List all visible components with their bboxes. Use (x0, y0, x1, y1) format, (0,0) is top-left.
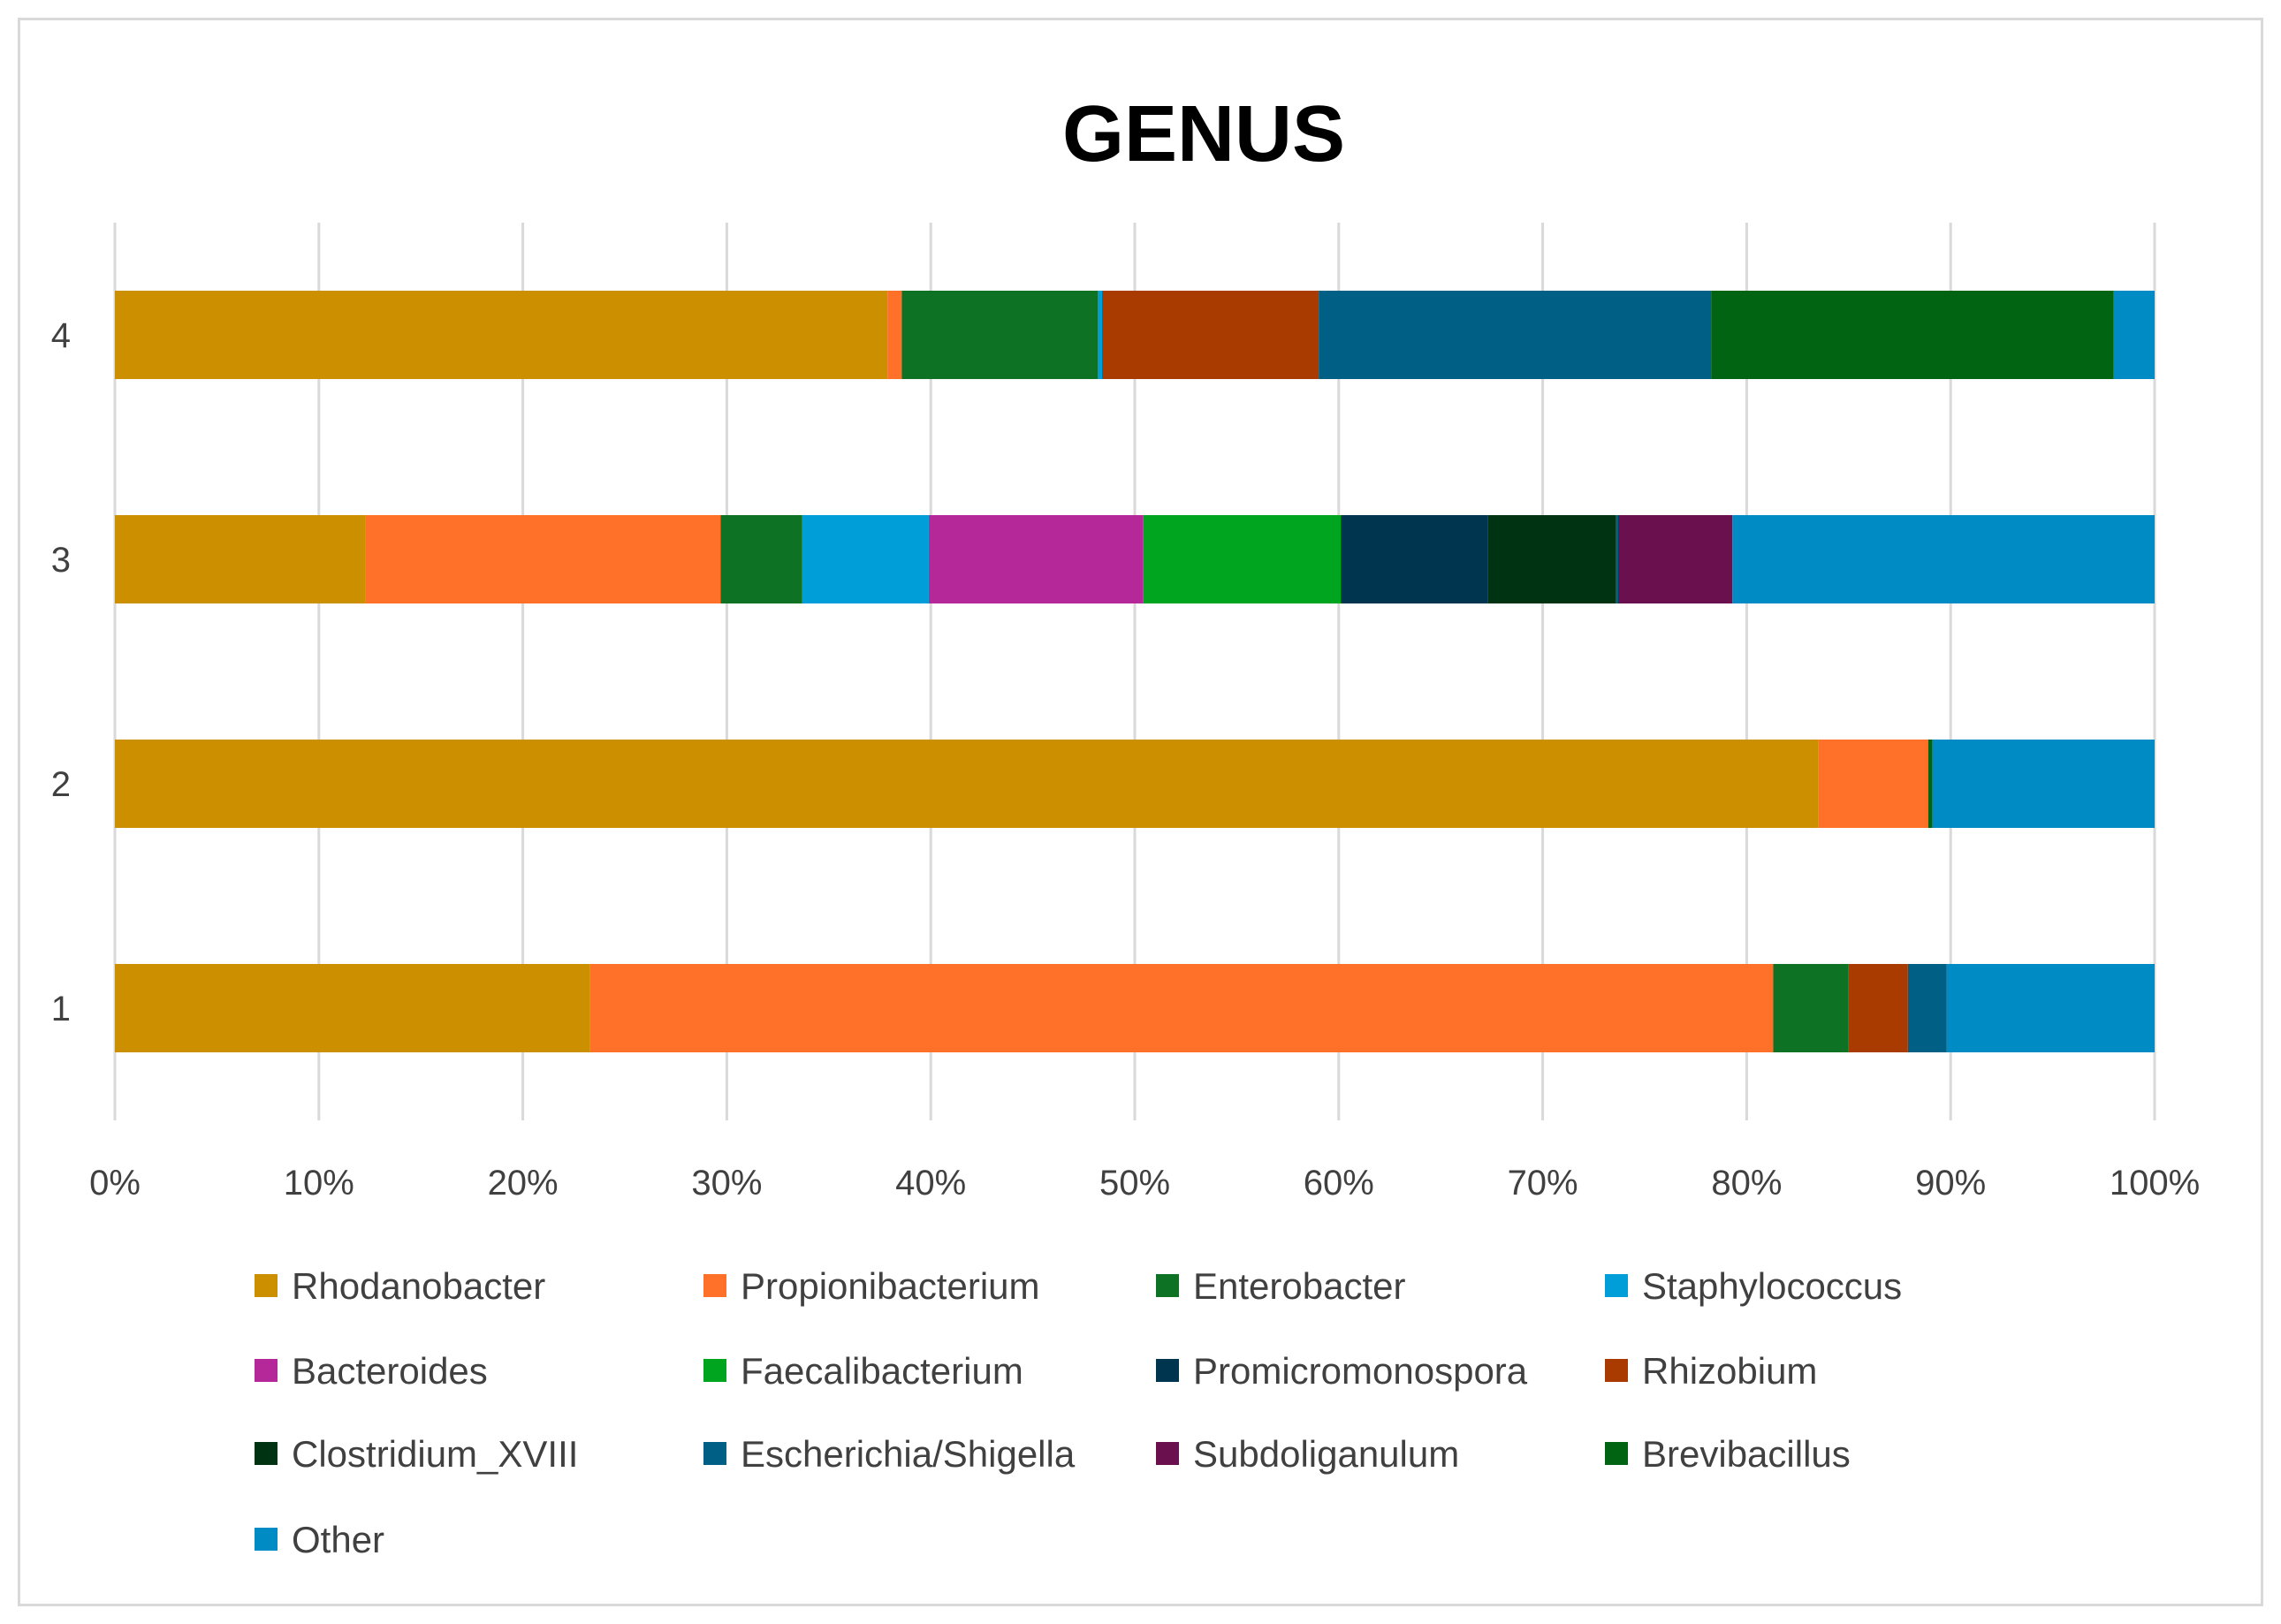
bar-segment (1711, 291, 2114, 379)
legend-label: Clostridium_XVIII (292, 1433, 578, 1475)
legend-label: Other (292, 1519, 384, 1560)
legend-label: Escherichia/Shigella (741, 1433, 1076, 1475)
bar-segment (1341, 515, 1488, 603)
legend-swatch (703, 1442, 726, 1465)
bar-segment (1773, 964, 1849, 1052)
legend-label: Enterobacter (1193, 1265, 1405, 1307)
bar-segment (720, 515, 802, 603)
bar-segment (1927, 740, 1933, 828)
bar-segment (2113, 291, 2155, 379)
y-tick-label: 1 (51, 990, 71, 1028)
bar-segment (1932, 740, 2155, 828)
legend-swatch (1156, 1274, 1179, 1297)
legend-label: Staphylococcus (1642, 1265, 1902, 1307)
legend-label: Propionibacterium (741, 1265, 1040, 1307)
x-tick-label: 70% (1508, 1164, 1578, 1203)
bar-segment (928, 515, 1144, 603)
legend-swatch (703, 1274, 726, 1297)
legend-label: Rhodanobacter (292, 1265, 545, 1307)
chart-title: GENUS (1062, 90, 1345, 178)
bar-segment (1617, 515, 1733, 603)
legend-swatch (255, 1528, 278, 1551)
legend-swatch (1156, 1359, 1179, 1382)
bar-segment (115, 740, 1819, 828)
legend-item: Enterobacter (1156, 1265, 1405, 1307)
legend-swatch (1605, 1442, 1628, 1465)
legend-item: Escherichia/Shigella (703, 1433, 1076, 1475)
legend-item: Brevibacillus (1605, 1433, 1851, 1475)
x-tick-label: 100% (2110, 1164, 2200, 1203)
bar-segment (802, 515, 929, 603)
legend-item: Propionibacterium (703, 1265, 1040, 1307)
bar-segment (1732, 515, 2155, 603)
legend-swatch (1605, 1359, 1628, 1382)
legend-swatch (703, 1359, 726, 1382)
bar-segment (1848, 964, 1908, 1052)
bar-segment (1319, 291, 1712, 379)
legend-swatch (1605, 1274, 1628, 1297)
bar-segment (901, 291, 1099, 379)
legend-item: Rhizobium (1605, 1350, 1817, 1392)
legend-item: Rhodanobacter (255, 1265, 545, 1307)
legend-swatch (255, 1359, 278, 1382)
y-tick-label: 2 (51, 765, 71, 804)
bar-segment (887, 291, 902, 379)
x-tick-label: 30% (691, 1164, 762, 1203)
bar-segment (589, 964, 1774, 1052)
bar-segment (1143, 515, 1342, 603)
x-tick-label: 80% (1711, 1164, 1782, 1203)
bar-segment (1907, 964, 1947, 1052)
legend-label: Faecalibacterium (741, 1350, 1023, 1392)
legend-swatch (255, 1274, 278, 1297)
x-tick-label: 40% (895, 1164, 966, 1203)
legend-item: Clostridium_XVIII (255, 1433, 578, 1475)
y-axis-tick-labels: 1 2 3 4 (51, 316, 71, 1028)
legend-swatch (255, 1442, 278, 1465)
bar-segment (365, 515, 721, 603)
legend-label: Bacteroides (292, 1350, 488, 1392)
bar-segment (1946, 964, 2155, 1052)
bar-segment (115, 964, 590, 1052)
x-tick-label: 90% (1915, 1164, 1986, 1203)
bar-segment (115, 515, 366, 603)
legend-item: Promicromonospora (1156, 1350, 1528, 1392)
legend-swatch (1156, 1442, 1179, 1465)
legend-label: Brevibacillus (1642, 1433, 1851, 1475)
legend-label: Promicromonospora (1193, 1350, 1528, 1392)
legend-label: Rhizobium (1642, 1350, 1817, 1392)
x-tick-label: 60% (1304, 1164, 1374, 1203)
bar-segment (115, 291, 888, 379)
legend-item: Subdoliganulum (1156, 1433, 1459, 1475)
bar-segment (1616, 515, 1618, 603)
bar-segment (1101, 291, 1319, 379)
bar-segment (1487, 515, 1616, 603)
y-tick-label: 3 (51, 541, 71, 580)
bar-segment (1098, 291, 1102, 379)
x-tick-label: 50% (1099, 1164, 1170, 1203)
legend-label: Subdoliganulum (1193, 1433, 1459, 1475)
y-tick-label: 4 (51, 316, 71, 355)
x-tick-label: 0% (89, 1164, 141, 1203)
legend: Rhodanobacter Propionibacterium Enterobact… (255, 1265, 1902, 1560)
x-tick-label: 10% (284, 1164, 354, 1203)
legend-item: Bacteroides (255, 1350, 488, 1392)
legend-item: Staphylococcus (1605, 1265, 1902, 1307)
x-tick-label: 20% (488, 1164, 559, 1203)
legend-item: Other (255, 1519, 384, 1560)
bars (115, 291, 2155, 1052)
bar-segment (1818, 740, 1928, 828)
legend-item: Faecalibacterium (703, 1350, 1023, 1392)
x-axis-tick-labels: 0% 10% 20% 30% 40% 50% 60% 70% 80% 90% 100% (89, 1164, 2200, 1203)
